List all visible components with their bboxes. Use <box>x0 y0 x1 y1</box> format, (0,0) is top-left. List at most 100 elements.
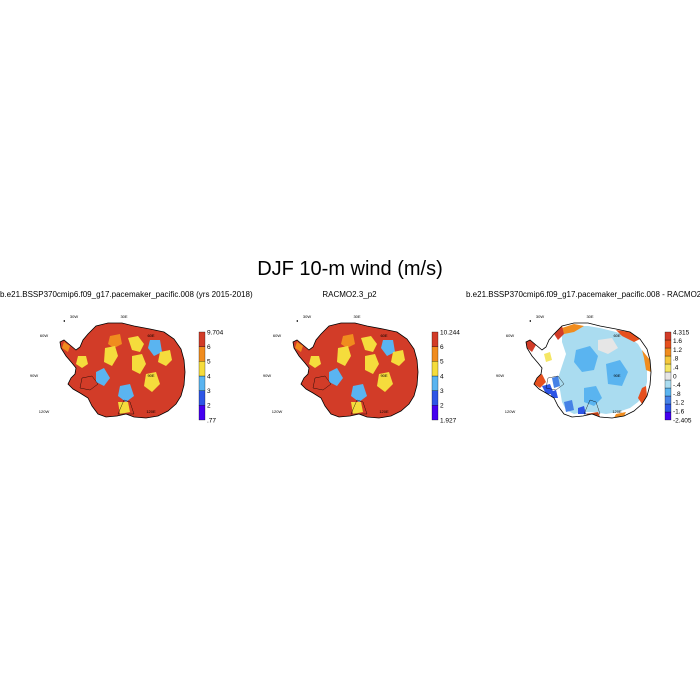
colorbar-label: 9.704 <box>207 329 224 336</box>
longitude-label: 120W <box>505 409 516 414</box>
wind-region <box>552 376 560 388</box>
wind-region <box>616 330 640 342</box>
wind-region <box>351 384 367 402</box>
colorbar-swatch <box>664 347 672 357</box>
colorbar-label: -.4 <box>673 382 681 389</box>
wind-region <box>578 406 586 414</box>
colorbar-swatch <box>198 390 206 406</box>
wind-region <box>584 386 602 406</box>
wind-region <box>62 342 70 352</box>
colorbar-label: 4 <box>440 373 444 380</box>
colorbar-swatch <box>664 355 672 365</box>
map-panel-racmo: RACMO2.3_p2 30W30E60W60E90W90E120W120E15… <box>233 290 466 430</box>
colorbar-label: 0 <box>673 373 677 380</box>
colorbar-label: .4 <box>673 365 679 372</box>
wind-region <box>574 346 598 372</box>
colorbar-swatch <box>664 371 672 381</box>
wind-region <box>562 324 584 334</box>
map-svg: 30W30E60W60E90W90E120W120E150W150E1804.3… <box>496 314 692 424</box>
island-marker <box>296 320 298 322</box>
longitude-label: 90E <box>147 373 154 378</box>
wind-region <box>365 354 379 374</box>
colorbar-label: 5 <box>207 359 211 366</box>
wind-region <box>132 354 146 374</box>
longitude-label: 30W <box>303 314 311 319</box>
ice-shelf-outline <box>545 375 601 415</box>
colorbar-label: 6 <box>207 344 211 351</box>
colorbar-swatch <box>664 331 672 341</box>
map-panel-model: b.e21.BSSP370cmip6.f09_g17.pacemaker_pac… <box>0 290 253 430</box>
wind-region <box>606 360 628 386</box>
wind-region <box>391 350 405 366</box>
colorbar-label: -1.2 <box>673 400 685 407</box>
colorbar-label: 6 <box>440 344 444 351</box>
wind-field <box>293 323 418 418</box>
longitude-label: 60E <box>147 333 154 338</box>
map-panel-difference: b.e21.BSSP370cmip6.f09_g17.pacemaker_pac… <box>466 290 700 430</box>
colorbar-swatch <box>431 390 439 406</box>
colorbar-label: 10.244 <box>440 329 460 336</box>
wind-region <box>558 326 647 414</box>
ice-shelf-outline <box>312 375 368 415</box>
colorbar-label: 4.315 <box>673 329 690 336</box>
colorbar-label: .8 <box>673 356 679 363</box>
coastline <box>525 322 652 419</box>
longitude-label: 90W <box>30 373 38 378</box>
colorbar-swatch <box>664 387 672 397</box>
wind-region <box>295 342 303 352</box>
longitude-label: 120E <box>379 409 389 414</box>
colorbar-label: 3 <box>440 388 444 395</box>
wind-region <box>550 390 558 398</box>
longitude-label: 60E <box>380 333 387 338</box>
wind-region <box>614 412 626 418</box>
wind-region <box>108 334 122 348</box>
colorbar-label: 1.6 <box>673 338 682 345</box>
figure-title: DJF 10-m wind (m/s) <box>257 258 443 280</box>
wind-region <box>158 350 172 366</box>
colorbar-swatch <box>664 403 672 413</box>
wind-region <box>377 372 393 392</box>
colorbar-swatch <box>198 361 206 377</box>
colorbar-swatch <box>198 405 206 421</box>
wind-region <box>598 338 618 354</box>
colorbar-label: -1.6 <box>673 409 685 416</box>
wind-region <box>554 326 564 340</box>
colorbar-label: 1.927 <box>440 417 457 424</box>
colorbar-swatch <box>431 375 439 391</box>
colorbar-swatch <box>664 379 672 389</box>
longitude-label: 120E <box>612 409 622 414</box>
colorbar-label: -.8 <box>673 391 681 398</box>
colorbar-swatch <box>431 361 439 377</box>
longitude-label: 90E <box>613 373 620 378</box>
colorbar-label: -2.405 <box>673 417 692 424</box>
longitude-label: 90W <box>263 373 271 378</box>
wind-region <box>361 336 377 352</box>
longitude-label: 120W <box>39 409 50 414</box>
colorbar-swatch <box>198 375 206 391</box>
longitude-label: 120W <box>272 409 283 414</box>
map-svg: 30W30E60W60E90W90E120W120E150W150E18010.… <box>263 314 460 424</box>
island-marker <box>529 320 531 322</box>
wind-region <box>337 346 351 366</box>
wind-region <box>542 384 554 394</box>
colorbar-swatch <box>664 339 672 349</box>
longitude-label: 30W <box>536 314 544 319</box>
colorbar-label: 2 <box>207 403 211 410</box>
map-svg: 30W30E60W60E90W90E120W120E150W150E1809.7… <box>30 314 224 424</box>
colorbar-swatch <box>198 331 206 347</box>
longitude-label: 60W <box>273 333 281 338</box>
colorbar-label: 5 <box>440 359 444 366</box>
panel-title: RACMO2.3_p2 <box>322 290 377 299</box>
longitude-label: 30W <box>70 314 78 319</box>
wind-region <box>118 402 130 414</box>
colorbar-label: 2 <box>440 403 444 410</box>
coastline <box>59 322 186 419</box>
panel-title: b.e21.BSSP370cmip6.f09_g17.pacemaker_pac… <box>466 290 700 299</box>
colorbar-label: 3 <box>207 388 211 395</box>
longitude-label: 60W <box>40 333 48 338</box>
wind-region <box>526 340 536 352</box>
wind-region <box>104 346 118 366</box>
longitude-label: 120E <box>146 409 156 414</box>
colorbar-swatch <box>664 363 672 373</box>
panel-title: b.e21.BSSP370cmip6.f09_g17.pacemaker_pac… <box>0 290 253 299</box>
